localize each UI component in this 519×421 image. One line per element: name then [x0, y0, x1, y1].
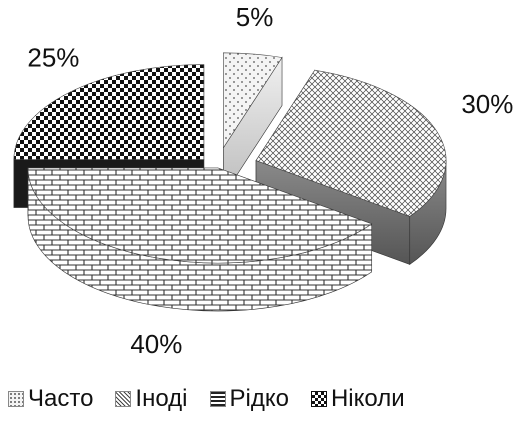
- legend-swatch: [310, 391, 327, 407]
- pie-slice-часто: [223, 52, 283, 197]
- pie-slice-top: [27, 167, 373, 264]
- legend-label: Часто: [28, 385, 94, 412]
- pie-slice-рідко: [27, 167, 373, 312]
- pie-chart-svg: 5% 30% 40% 25%: [13, 2, 513, 359]
- pie-slice-top: [13, 64, 205, 160]
- pie-slice-top: [255, 69, 447, 217]
- legend-item-рідко: Рідко: [209, 385, 289, 413]
- legend-swatch: [209, 391, 226, 407]
- legend-item-часто: Часто: [8, 385, 93, 413]
- data-label-ніколи: 25%: [27, 42, 79, 72]
- data-label-рідко: 40%: [130, 329, 182, 359]
- legend-label: Ніколи: [330, 385, 405, 412]
- legend-label: Іноді: [135, 385, 188, 412]
- pie-slice-top: [223, 52, 283, 149]
- data-label-іноді: 30%: [461, 89, 513, 119]
- legend-item-іноді: Іноді: [115, 385, 188, 413]
- legend-swatch: [115, 391, 132, 407]
- legend: Часто Іноді Рідко Ніколи: [8, 382, 513, 416]
- data-label-часто: 5%: [236, 2, 274, 32]
- legend-swatch: [8, 391, 24, 407]
- legend-item-ніколи: Ніколи: [310, 385, 405, 413]
- legend-label: Рідко: [229, 385, 289, 412]
